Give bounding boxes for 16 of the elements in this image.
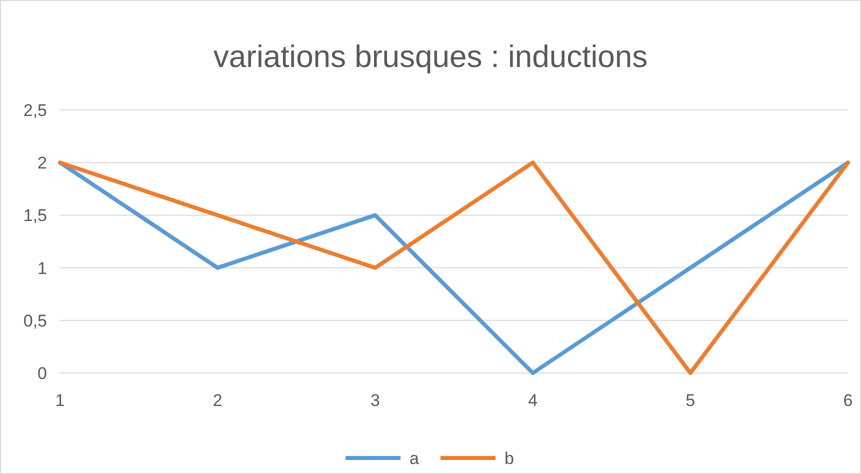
- y-tick-label: 0,5: [23, 311, 47, 330]
- legend-label: a: [410, 448, 420, 468]
- legend-label: b: [504, 448, 514, 468]
- line-series: [58, 160, 850, 375]
- x-tick-label: 6: [843, 391, 853, 410]
- y-tick-label: 1,5: [23, 206, 47, 226]
- x-tick-label: 5: [686, 391, 696, 410]
- x-tick-label: 4: [528, 391, 538, 410]
- x-tick-label: 1: [55, 391, 65, 410]
- y-tick-label: 2: [38, 154, 47, 173]
- x-tick-label: 3: [370, 391, 380, 410]
- chart-title: variations brusques : inductions: [213, 39, 648, 74]
- y-tick-label: 1: [38, 258, 47, 278]
- x-tick-label: 2: [212, 391, 222, 410]
- y-tick-label: 0: [38, 364, 47, 383]
- y-tick-label: 2,5: [23, 100, 47, 120]
